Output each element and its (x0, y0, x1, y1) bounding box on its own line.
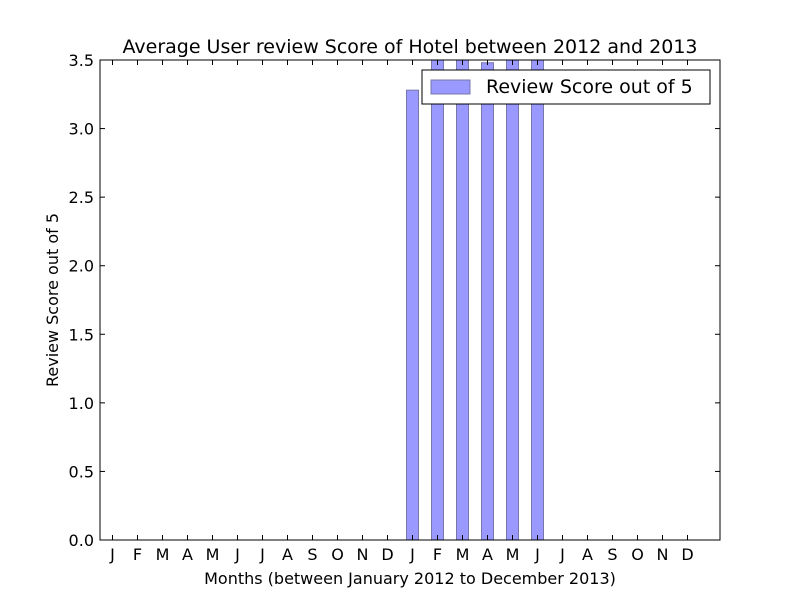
bar (431, 60, 444, 540)
x-tick-label: A (182, 545, 193, 564)
legend: Review Score out of 5 (421, 69, 711, 105)
y-axis-ticks: 0.0 0.5 1.0 1.5 2.0 2.5 3.0 3.5 (69, 51, 720, 550)
x-axis-label: Months (between January 2012 to December… (204, 569, 616, 588)
bar (506, 60, 519, 540)
bar-series (406, 60, 544, 540)
x-tick-label: A (482, 545, 493, 564)
x-tick-label: J (559, 545, 565, 564)
x-tick-label: J (109, 545, 115, 564)
y-tick-label: 0.0 (69, 531, 94, 550)
x-tick-label: O (331, 545, 344, 564)
x-tick-label: M (456, 545, 470, 564)
y-tick-label: 0.5 (69, 462, 94, 481)
legend-swatch (430, 79, 471, 95)
x-tick-label: J (409, 545, 415, 564)
x-tick-label: J (234, 545, 240, 564)
bar (406, 89, 419, 540)
x-tick-label: J (259, 545, 265, 564)
y-tick-label: 1.5 (69, 325, 94, 344)
x-tick-label: N (657, 545, 669, 564)
y-tick-label: 1.0 (69, 394, 94, 413)
chart-title: Average User review Score of Hotel betwe… (123, 36, 698, 58)
x-tick-label: A (282, 545, 293, 564)
x-tick-label: D (681, 545, 693, 564)
x-tick-label: S (607, 545, 617, 564)
bar (456, 60, 469, 540)
x-tick-label: O (631, 545, 644, 564)
x-tick-label: A (582, 545, 593, 564)
x-tick-label: J (534, 545, 540, 564)
x-tick-label: M (206, 545, 220, 564)
y-tick-label: 2.0 (69, 257, 94, 276)
x-tick-label: S (307, 545, 317, 564)
bar (531, 60, 544, 540)
plot-frame (99, 59, 721, 541)
bar (481, 62, 494, 540)
y-tick-label: 2.5 (69, 188, 94, 207)
x-tick-label: D (381, 545, 393, 564)
x-tick-label: M (506, 545, 520, 564)
x-tick-label: F (133, 545, 142, 564)
x-tick-label: N (357, 545, 369, 564)
y-tick-label: 3.5 (69, 51, 94, 70)
y-tick-label: 3.0 (69, 120, 94, 139)
x-tick-label: F (433, 545, 442, 564)
legend-label: Review Score out of 5 (486, 76, 693, 98)
x-tick-label: M (156, 545, 170, 564)
y-axis-label: Review Score out of 5 (43, 213, 62, 387)
